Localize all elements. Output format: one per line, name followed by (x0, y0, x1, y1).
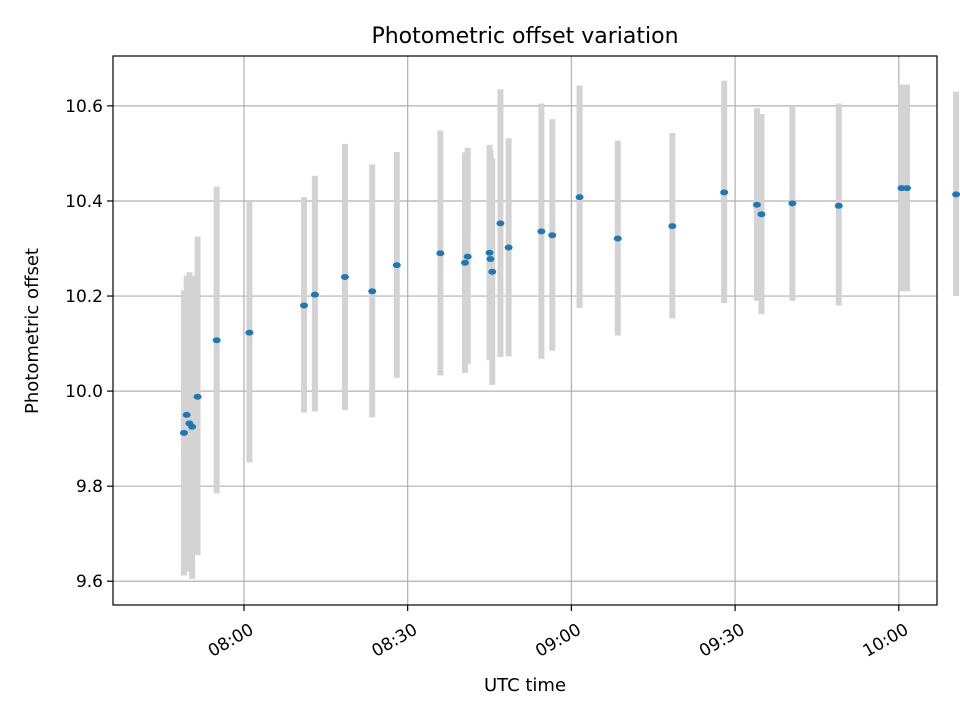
data-point (392, 262, 401, 269)
y-axis-label: Photometric offset (22, 248, 43, 414)
y-tick-label: 10.6 (65, 97, 103, 117)
data-point (368, 288, 377, 295)
data-point (757, 211, 766, 218)
data-point (752, 201, 761, 208)
data-markers (179, 185, 960, 436)
x-axis-label: UTC time (484, 675, 566, 696)
y-tick-label: 10.0 (65, 382, 103, 402)
data-point (463, 253, 472, 260)
data-point (537, 228, 546, 235)
data-point (720, 189, 729, 196)
data-point (182, 411, 191, 418)
y-tick-label: 9.8 (76, 477, 103, 497)
data-point (504, 244, 513, 251)
y-tick-label: 10.4 (65, 192, 103, 212)
data-point (668, 223, 677, 230)
data-point (310, 291, 319, 298)
data-point (613, 235, 622, 242)
y-tick-label: 9.6 (76, 572, 103, 592)
data-point (486, 255, 495, 262)
data-point (485, 249, 494, 256)
data-point (340, 274, 349, 281)
data-point (548, 232, 557, 239)
data-point (245, 329, 254, 336)
data-point (496, 220, 505, 227)
data-point (212, 337, 221, 344)
y-axis: 9.6 9.8 10.0 10.2 10.4 10.6 (65, 97, 113, 592)
plot-area (112, 55, 960, 606)
y-tick-label: 10.2 (65, 287, 103, 307)
data-point (788, 200, 797, 207)
data-point (575, 194, 584, 201)
data-point (460, 259, 469, 266)
chart-title: Photometric offset variation (371, 24, 678, 49)
data-point (834, 202, 843, 209)
data-point (952, 191, 960, 198)
data-point (299, 302, 308, 309)
data-point (436, 250, 445, 257)
plot-frame (112, 55, 938, 606)
data-point (179, 429, 188, 436)
grid (113, 56, 937, 605)
data-point (193, 393, 202, 400)
data-point (188, 423, 197, 430)
data-point (488, 268, 497, 275)
data-point (902, 185, 911, 192)
